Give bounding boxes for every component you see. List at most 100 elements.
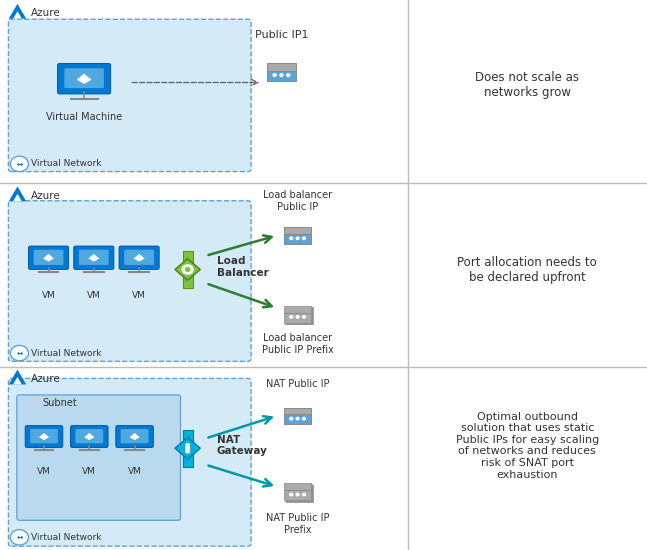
Polygon shape [9,4,26,19]
FancyBboxPatch shape [8,201,251,361]
Text: Azure: Azure [31,191,61,201]
FancyBboxPatch shape [284,415,311,425]
FancyBboxPatch shape [284,234,311,244]
Text: Subnet: Subnet [42,398,77,408]
FancyBboxPatch shape [285,306,312,313]
Polygon shape [39,433,49,440]
FancyBboxPatch shape [284,491,311,501]
Polygon shape [13,377,22,384]
Text: Public IP1: Public IP1 [255,30,308,40]
Circle shape [303,316,305,318]
Polygon shape [77,74,91,84]
FancyBboxPatch shape [182,251,193,288]
Circle shape [296,493,299,496]
Text: Does not scale as
networks grow: Does not scale as networks grow [476,72,579,99]
Text: VM: VM [132,292,146,300]
Circle shape [186,444,190,447]
Text: VM: VM [41,292,56,300]
FancyBboxPatch shape [408,367,647,550]
Circle shape [186,450,190,453]
Circle shape [287,74,290,76]
Circle shape [296,417,299,420]
Polygon shape [175,258,201,280]
Polygon shape [13,12,22,19]
Circle shape [10,345,28,361]
Text: Azure: Azure [31,8,61,18]
Circle shape [296,316,299,318]
FancyBboxPatch shape [284,408,311,415]
Polygon shape [9,186,26,201]
Text: VM: VM [87,292,101,300]
Text: NAT Public IP: NAT Public IP [266,379,329,389]
Circle shape [273,74,276,76]
Polygon shape [13,194,22,201]
Circle shape [303,417,305,420]
FancyBboxPatch shape [28,246,69,270]
FancyBboxPatch shape [0,367,408,550]
Polygon shape [43,254,54,262]
Circle shape [296,237,299,239]
Text: Virtual Machine: Virtual Machine [46,112,122,122]
Text: Load balancer
Public IP Prefix: Load balancer Public IP Prefix [261,333,334,355]
FancyBboxPatch shape [119,246,159,270]
Text: NAT
Gateway: NAT Gateway [217,434,268,456]
FancyBboxPatch shape [285,314,312,323]
Polygon shape [134,254,144,262]
Polygon shape [129,433,140,440]
FancyBboxPatch shape [284,313,311,323]
FancyBboxPatch shape [120,429,148,443]
FancyBboxPatch shape [75,429,104,443]
FancyBboxPatch shape [0,183,408,367]
FancyBboxPatch shape [30,429,58,443]
FancyBboxPatch shape [284,227,311,234]
Circle shape [290,316,292,318]
Circle shape [280,74,283,76]
FancyBboxPatch shape [58,63,111,94]
FancyBboxPatch shape [286,314,313,324]
Text: Virtual Network: Virtual Network [31,349,102,358]
FancyBboxPatch shape [74,246,114,270]
FancyBboxPatch shape [284,306,311,313]
FancyBboxPatch shape [25,426,63,448]
Polygon shape [175,437,201,459]
Circle shape [10,156,28,172]
FancyBboxPatch shape [267,71,296,81]
Text: Load
Balancer: Load Balancer [217,256,269,278]
Polygon shape [9,370,26,384]
FancyBboxPatch shape [286,307,313,314]
Circle shape [290,417,292,420]
Text: VM: VM [37,467,51,476]
Circle shape [303,237,305,239]
Circle shape [186,447,190,450]
FancyBboxPatch shape [267,63,296,71]
Circle shape [182,265,193,274]
FancyBboxPatch shape [8,19,251,172]
Text: ↔: ↔ [16,349,23,358]
FancyBboxPatch shape [65,68,104,88]
Text: Load balancer
Public IP: Load balancer Public IP [263,190,332,212]
Text: Azure: Azure [31,374,61,384]
Text: Port allocation needs to
be declared upfront: Port allocation needs to be declared upf… [457,256,597,283]
FancyBboxPatch shape [34,250,63,265]
FancyBboxPatch shape [285,484,312,491]
FancyBboxPatch shape [124,250,154,265]
Polygon shape [84,433,94,440]
FancyBboxPatch shape [408,183,647,367]
FancyBboxPatch shape [17,395,181,520]
FancyBboxPatch shape [182,430,193,467]
FancyBboxPatch shape [71,426,108,448]
Circle shape [186,268,190,271]
FancyBboxPatch shape [284,483,311,491]
FancyBboxPatch shape [286,485,313,492]
Text: ↔: ↔ [16,533,23,542]
FancyBboxPatch shape [79,250,109,265]
Circle shape [290,237,292,239]
FancyBboxPatch shape [286,492,313,502]
Text: Virtual Network: Virtual Network [31,533,102,542]
FancyBboxPatch shape [408,0,647,183]
Text: Virtual Network: Virtual Network [31,160,102,168]
FancyBboxPatch shape [116,426,153,448]
Text: VM: VM [82,467,96,476]
Circle shape [10,530,28,545]
FancyBboxPatch shape [8,378,251,546]
